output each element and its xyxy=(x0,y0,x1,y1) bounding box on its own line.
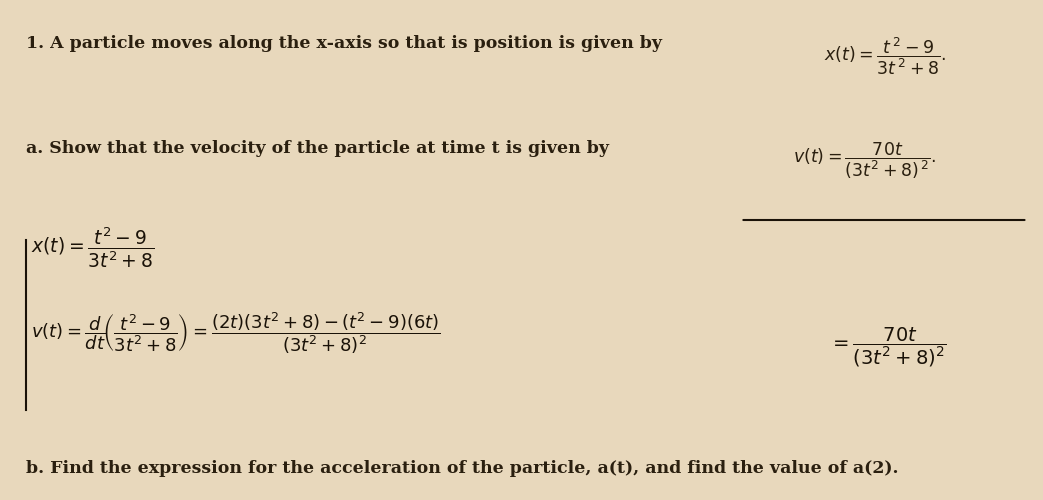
Text: 1. A particle moves along the x-axis so that is position is given by: 1. A particle moves along the x-axis so … xyxy=(26,35,669,52)
Text: $x(t) = \dfrac{t^2-9}{3t^2+8}$: $x(t) = \dfrac{t^2-9}{3t^2+8}$ xyxy=(31,225,154,270)
Text: b. Find the expression for the acceleration of the particle, a(t), and find the : b. Find the expression for the accelerat… xyxy=(26,460,899,477)
Text: $v(t) = \dfrac{d}{dt}\!\left(\dfrac{t^2-9}{3t^2+8}\right) = \dfrac{(2t)(3t^2+8)-: $v(t) = \dfrac{d}{dt}\!\left(\dfrac{t^2-… xyxy=(31,310,441,356)
Text: $= \dfrac{70t}{(3t^2+8)^2}$: $= \dfrac{70t}{(3t^2+8)^2}$ xyxy=(829,325,947,368)
Text: a. Show that the velocity of the particle at time t is given by: a. Show that the velocity of the particl… xyxy=(26,140,615,157)
Text: $x(t) = \dfrac{t^{\,2}-9}{3t^{\,2}+8}.$: $x(t) = \dfrac{t^{\,2}-9}{3t^{\,2}+8}.$ xyxy=(824,35,946,76)
Text: $v(t) = \dfrac{70t}{(3t^2+8)^{\,2}}.$: $v(t) = \dfrac{70t}{(3t^2+8)^{\,2}}.$ xyxy=(793,140,937,180)
